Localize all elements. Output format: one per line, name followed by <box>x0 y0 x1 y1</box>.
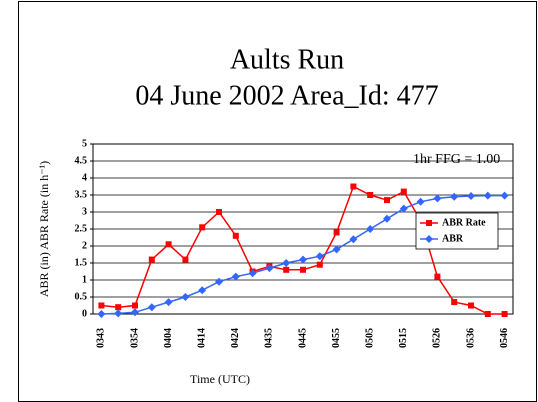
marker <box>165 241 172 248</box>
marker <box>131 308 139 317</box>
x-tick-label: 0536 <box>465 328 476 348</box>
marker <box>316 261 323 268</box>
marker <box>332 245 341 254</box>
marker <box>384 197 390 204</box>
x-tick-label: 0404 <box>163 328 174 348</box>
marker <box>98 302 105 309</box>
marker <box>265 264 274 273</box>
marker <box>231 272 240 281</box>
marker <box>132 302 138 309</box>
marker <box>115 304 122 311</box>
marker <box>300 266 306 273</box>
marker <box>299 255 307 264</box>
marker <box>433 194 442 203</box>
annotation: 1hr FFG = 1.00 <box>413 152 500 167</box>
marker <box>483 191 492 200</box>
marker <box>333 229 340 236</box>
marker <box>349 235 358 244</box>
marker <box>248 269 257 278</box>
marker <box>164 298 173 307</box>
y-tick-label: 2.5 <box>75 223 88 234</box>
x-tick-label: 0445 <box>297 328 308 348</box>
marker <box>434 273 441 280</box>
y-tick-label: 2 <box>82 240 87 251</box>
x-tick-label: 0343 <box>96 328 107 348</box>
marker <box>450 192 459 201</box>
marker <box>232 232 239 239</box>
x-tick-label: 0424 <box>230 328 241 348</box>
marker <box>416 197 425 206</box>
x-tick-label: 0515 <box>398 328 409 348</box>
legend-box <box>415 212 499 250</box>
y-tick-label: 4.5 <box>75 155 88 166</box>
y-tick-label: 1 <box>82 274 87 285</box>
y-axis-label: ABR (in) ABR Rate (in h⁻¹) <box>37 161 51 297</box>
x-tick-label: 0455 <box>331 328 342 348</box>
marker <box>467 192 475 201</box>
marker <box>199 224 206 231</box>
chart-subtitle: 04 June 2002 Area_Id: 477 <box>135 80 438 111</box>
y-tick-label: 1.5 <box>75 257 88 268</box>
legend-label: ABR Rate <box>442 217 486 228</box>
marker <box>181 293 190 301</box>
y-tick-label: 3 <box>82 206 87 217</box>
legend-marker <box>425 235 433 243</box>
marker <box>182 256 189 263</box>
y-tick-label: 0.5 <box>75 291 88 302</box>
y-tick-label: 4 <box>82 172 87 183</box>
y-tick-label: 0 <box>82 308 87 319</box>
marker <box>383 214 391 223</box>
marker <box>500 191 509 200</box>
marker <box>216 209 222 215</box>
x-tick-label: 0414 <box>196 328 207 348</box>
y-tick-label: 3.5 <box>75 189 88 200</box>
marker <box>147 303 156 312</box>
marker <box>282 259 291 267</box>
x-tick-label: 0546 <box>499 328 510 348</box>
y-tick-label: 5 <box>82 138 87 149</box>
marker <box>315 252 324 261</box>
marker <box>283 266 290 273</box>
marker <box>114 309 123 318</box>
x-axis-label: Time (UTC) <box>190 372 250 386</box>
marker <box>399 204 408 213</box>
marker <box>198 286 207 295</box>
marker <box>367 192 374 198</box>
marker <box>484 311 491 317</box>
marker <box>501 311 508 317</box>
plot-area <box>92 143 514 315</box>
marker <box>350 183 357 190</box>
marker <box>366 225 375 233</box>
x-tick-label: 0505 <box>364 328 375 348</box>
marker <box>148 256 155 263</box>
marker <box>97 310 106 318</box>
marker <box>468 302 474 309</box>
x-tick-label: 0435 <box>264 328 275 348</box>
x-tick-label: 0526 <box>432 328 443 348</box>
marker <box>400 188 407 195</box>
marker <box>215 277 223 286</box>
legend-label: ABR <box>442 233 464 244</box>
chart-title: Aults Run <box>230 44 344 75</box>
marker <box>451 299 458 306</box>
series-line <box>101 185 505 315</box>
legend-marker <box>426 220 432 226</box>
x-tick-label: 0354 <box>129 328 140 348</box>
